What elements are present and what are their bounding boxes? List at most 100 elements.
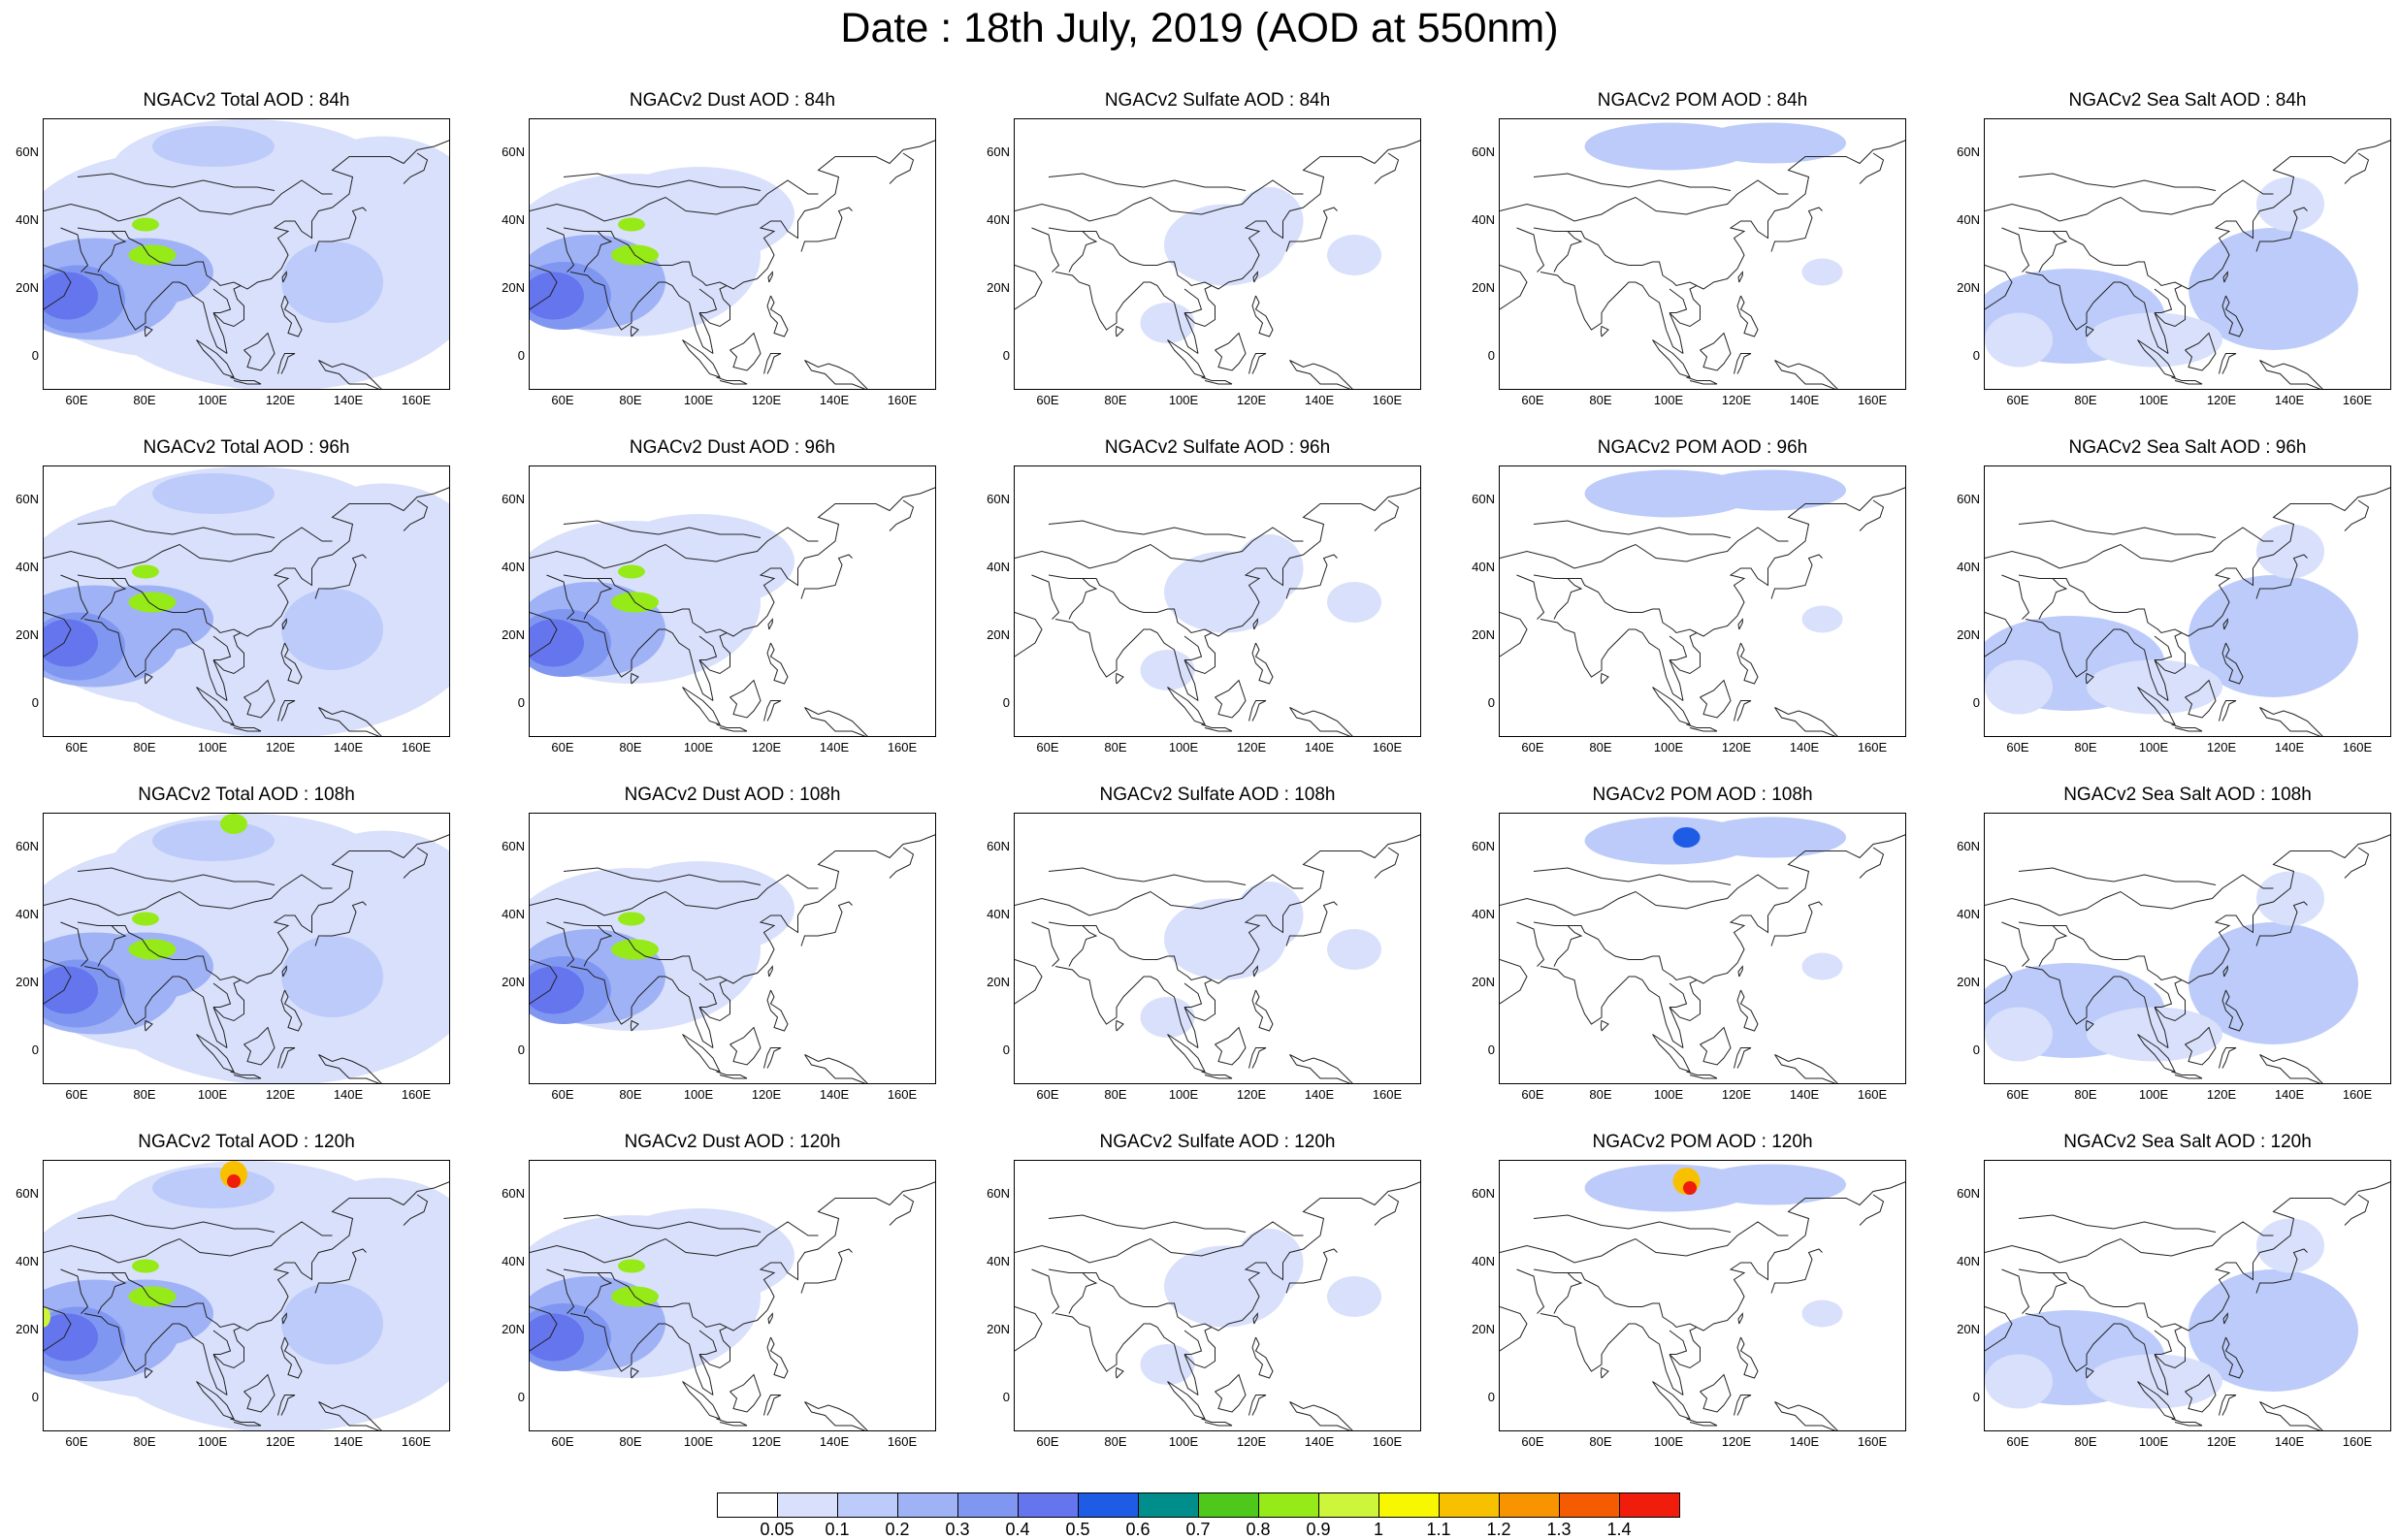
coastline xyxy=(77,1214,276,1233)
coastline xyxy=(2018,227,2183,287)
colorbar-label: 0.7 xyxy=(1185,1520,1211,1539)
coastline xyxy=(1500,527,1789,569)
panel-title: NGACv2 Sea Salt AOD : 96h xyxy=(2068,437,2307,458)
coastline xyxy=(1374,1194,1400,1226)
lon-tick-label: 120E xyxy=(1236,1434,1267,1449)
lat-tick-label: 60N xyxy=(987,144,1010,159)
lat-tick-label: 20N xyxy=(16,280,39,295)
coastline xyxy=(1248,1047,1267,1069)
lat-tick-label: 0 xyxy=(1002,1390,1010,1404)
coastline xyxy=(1183,288,1203,313)
coastline xyxy=(1985,959,2013,1005)
aod-field-map xyxy=(1015,487,1420,736)
lat-tick-label: 0 xyxy=(1487,1043,1495,1057)
panel-title: NGACv2 Dust AOD : 96h xyxy=(629,437,836,458)
lon-tick-label: 80E xyxy=(1589,1434,1612,1449)
coastline xyxy=(144,1019,153,1032)
coastline xyxy=(2018,173,2217,191)
coastline xyxy=(2038,1272,2068,1314)
coastline xyxy=(281,965,287,978)
coastline xyxy=(1054,1313,1199,1396)
lon-tick-label: 100E xyxy=(2138,393,2169,407)
coastline xyxy=(212,982,232,1008)
coastline xyxy=(1252,965,1258,978)
lat-tick-label: 40N xyxy=(1957,560,1980,574)
aod-field-map xyxy=(1500,122,1905,389)
panel-title: NGACv2 Dust AOD : 108h xyxy=(624,785,841,805)
coastline xyxy=(1068,925,1098,967)
coastline xyxy=(630,672,639,685)
aod-field-map xyxy=(530,487,935,736)
coastline xyxy=(766,642,789,685)
aod-contour-region xyxy=(530,619,584,667)
coastline xyxy=(1516,574,1545,620)
coastline xyxy=(889,847,915,879)
panel-seasalt-96h: NGACv2 Sea Salt AOD : 96h 60N 40N 20N 0 60E 8… xyxy=(1957,436,2391,756)
coastline xyxy=(230,1418,262,1427)
lon-tick-label: 140E xyxy=(1304,1087,1335,1102)
coastline xyxy=(729,332,762,371)
coastline xyxy=(1048,574,1213,634)
coastline xyxy=(2154,834,2390,1048)
coastline xyxy=(1600,672,1609,685)
map-plot xyxy=(1984,1160,2391,1431)
coastline xyxy=(314,901,367,946)
coastline xyxy=(698,288,718,313)
coastline xyxy=(1048,1214,1247,1233)
lon-tick-label: 160E xyxy=(2342,1087,2373,1102)
lon-tick-label: 120E xyxy=(265,393,296,407)
coastline xyxy=(77,574,242,634)
coastline xyxy=(1015,959,1043,1005)
coastline xyxy=(212,1330,232,1355)
coastline xyxy=(243,1026,276,1066)
lon-tick-label: 100E xyxy=(1168,393,1199,407)
lon-tick-label: 120E xyxy=(1721,740,1752,754)
coastline xyxy=(1252,1312,1258,1325)
lon-tick-label: 60E xyxy=(551,740,574,754)
lat-tick-label: 40N xyxy=(16,1254,39,1268)
lon-tick-label: 60E xyxy=(1521,1434,1544,1449)
aod-contour-region xyxy=(1140,303,1195,343)
coastline xyxy=(403,847,429,879)
lon-tick-label: 140E xyxy=(333,393,364,407)
lat-tick-label: 0 xyxy=(1972,348,1980,363)
coastline xyxy=(563,1214,762,1233)
map-plot xyxy=(1984,118,2391,390)
coastline xyxy=(1652,339,1691,378)
aod-contour-region xyxy=(2256,1218,2324,1273)
coastline xyxy=(1985,874,2274,916)
lat-tick-label: 60N xyxy=(1957,144,1980,159)
coastline xyxy=(97,1272,127,1314)
coastline xyxy=(1500,612,1528,658)
lon-tick-label: 120E xyxy=(751,1087,782,1102)
coastline xyxy=(314,1248,367,1294)
coastline xyxy=(2171,1418,2203,1427)
coastline xyxy=(2018,867,2217,885)
coastline xyxy=(44,527,333,569)
aod-contour-region xyxy=(1327,1276,1381,1317)
aod-field-map xyxy=(44,466,449,736)
lat-tick-label: 20N xyxy=(1957,280,1980,295)
coastline xyxy=(1251,989,1274,1032)
lon-tick-label: 60E xyxy=(1521,740,1544,754)
coastline xyxy=(60,574,89,620)
aod-field-map xyxy=(1985,834,2390,1083)
lon-tick-label: 60E xyxy=(65,1434,88,1449)
lon-tick-label: 160E xyxy=(2342,393,2373,407)
coastline xyxy=(2154,487,2390,701)
colorbar-box xyxy=(1258,1492,1319,1518)
coastline xyxy=(318,1401,382,1430)
lon-tick-label: 120E xyxy=(751,740,782,754)
lon-tick-label: 80E xyxy=(619,1087,642,1102)
coastline xyxy=(804,1054,868,1083)
coastline xyxy=(698,635,718,660)
coastline xyxy=(1048,921,1213,981)
coastline xyxy=(1015,1221,1304,1264)
coastline xyxy=(1031,921,1060,967)
coastline xyxy=(546,921,575,967)
aod-contour-region xyxy=(604,514,794,609)
lon-tick-label: 100E xyxy=(2138,740,2169,754)
coastline xyxy=(1540,619,1684,701)
lon-tick-label: 120E xyxy=(1236,393,1267,407)
coastline xyxy=(563,520,762,538)
